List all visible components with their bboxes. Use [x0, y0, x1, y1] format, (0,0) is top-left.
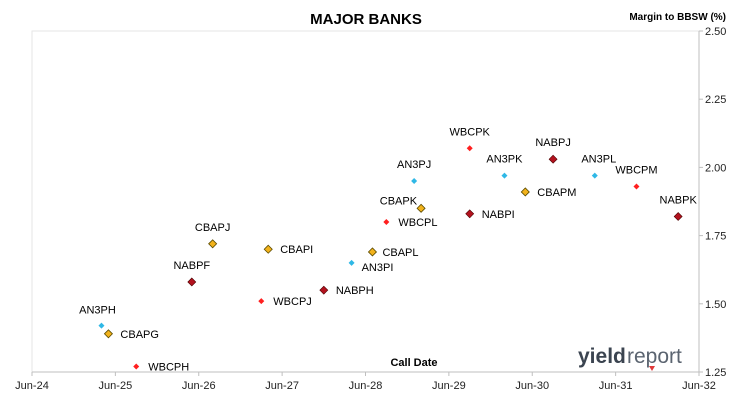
point-label-cbapg: CBAPG: [120, 329, 159, 341]
x-tick-label: Jun-32: [682, 380, 716, 392]
y-tick-label: 2.00: [705, 162, 726, 174]
point-cbapk: [416, 203, 426, 213]
point-label-cbapj: CBAPJ: [195, 222, 230, 234]
point-wbcpm: [633, 183, 640, 190]
point-cbapj: [208, 239, 218, 249]
x-tick-label: Jun-30: [515, 380, 549, 392]
point-label-wbcpm: WBCPM: [615, 164, 657, 176]
point-nabpk: [673, 212, 683, 221]
point-label-nabpf: NABPF: [173, 260, 210, 272]
point-label-nabph: NABPH: [336, 285, 374, 297]
x-tick-label: Jun-29: [432, 380, 466, 392]
point-label-wbcpk: WBCPK: [450, 126, 491, 138]
x-tick-label: Jun-24: [15, 380, 49, 392]
y-tick-label: 1.50: [705, 299, 726, 311]
point-label-wbcpl: WBCPL: [398, 217, 437, 229]
y-tick-label: 1.75: [705, 231, 726, 243]
point-cbapi: [263, 244, 273, 254]
point-label-an3pl: AN3PL: [581, 154, 616, 166]
point-label-cbapl: CBAPL: [382, 247, 418, 259]
x-tick-label: Jun-26: [182, 380, 216, 392]
point-label-cbapi: CBAPI: [280, 244, 313, 256]
x-tick-label: Jun-31: [599, 380, 633, 392]
x-tick-label: Jun-25: [99, 380, 133, 392]
point-label-cbapm: CBAPM: [537, 187, 576, 199]
point-nabpj: [548, 154, 558, 164]
yieldreport-logo: yield report: [578, 345, 682, 371]
point-label-an3pk: AN3PK: [486, 154, 523, 166]
point-wbcpl: [383, 218, 390, 225]
point-nabpi: [465, 209, 475, 219]
point-label-an3pi: AN3PI: [362, 262, 394, 274]
point-cbapg: [103, 329, 113, 339]
point-an3pk: [501, 172, 508, 179]
point-nabph: [319, 285, 329, 295]
y-axis-ticks: 1.25 1.50 1.75 2.00 2.25 2.50: [699, 26, 726, 379]
y-tick-label: 1.25: [705, 367, 726, 379]
logo-tick-icon: [649, 366, 655, 371]
point-an3ph: [98, 322, 105, 329]
y-axis-title: Margin to BBSW (%): [629, 12, 726, 23]
point-wbcph: [133, 363, 140, 370]
chart-title: MAJOR BANKS: [310, 11, 422, 28]
point-label-wbcph: WBCPH: [148, 362, 189, 374]
x-axis-ticks: Jun-24 Jun-25 Jun-26 Jun-27 Jun-28 Jun-29 Jun-…: [15, 372, 716, 392]
point-cbapl: [367, 247, 378, 257]
point-an3pj: [411, 178, 418, 185]
point-label-an3pj: AN3PJ: [397, 159, 431, 171]
point-wbcpj: [258, 298, 265, 305]
point-label-cbapk: CBAPK: [380, 195, 418, 207]
point-wbcpk: [466, 145, 473, 152]
x-tick-label: Jun-28: [349, 380, 383, 392]
x-axis-title: Call Date: [390, 357, 437, 369]
point-label-nabpk: NABPK: [660, 195, 698, 207]
point-label-wbcpj: WBCPJ: [273, 296, 312, 308]
y-tick-label: 2.25: [705, 94, 726, 106]
point-nabpf: [187, 277, 197, 287]
logo-text-bold: yield: [578, 345, 626, 368]
logo-text-light: report: [627, 345, 682, 368]
point-an3pl: [591, 172, 598, 179]
point-label-nabpi: NABPI: [482, 209, 515, 221]
data-points: AN3PH CBAPG WBCPH NABPF CBAPJ WBCPJ CBAPI NABPH…: [79, 126, 697, 373]
point-an3pi: [348, 259, 355, 266]
y-tick-label: 2.50: [705, 26, 726, 38]
point-label-nabpj: NABPJ: [535, 137, 570, 149]
x-tick-label: Jun-27: [265, 380, 299, 392]
point-label-an3ph: AN3PH: [79, 305, 116, 317]
point-cbapm: [520, 187, 530, 197]
